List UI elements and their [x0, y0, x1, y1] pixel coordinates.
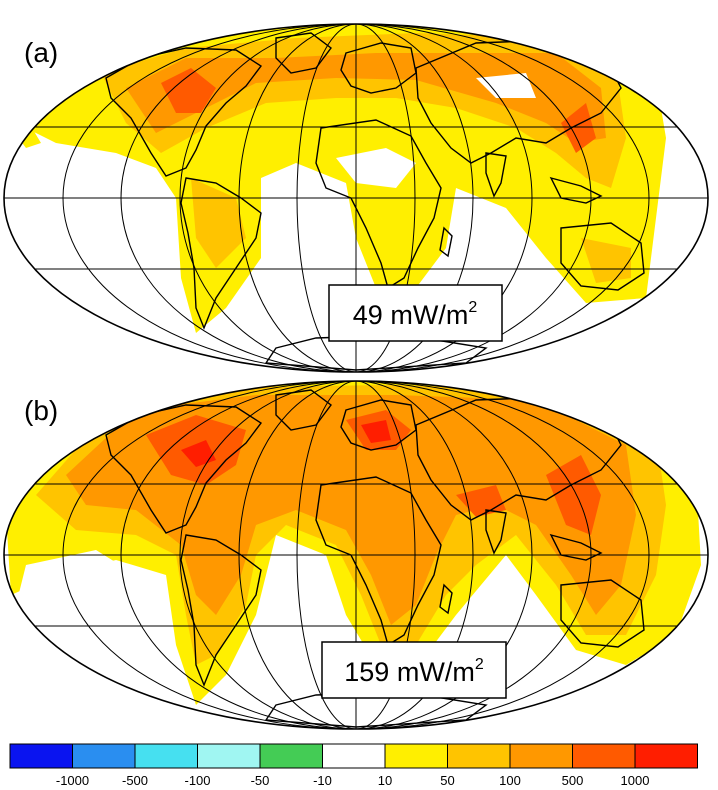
- colorbar-tick-label: -10: [313, 773, 332, 788]
- colorbar-tick-label: 10: [378, 773, 392, 788]
- panel-label-a: (a): [24, 37, 58, 68]
- value-unit-b: mW/m: [397, 657, 475, 687]
- colorbar-swatch: [322, 743, 386, 769]
- map-outline-b: [3, 380, 709, 730]
- value-label-b: 159 mW/m2: [344, 656, 484, 687]
- value-box-a: 49 mW/m2: [328, 284, 503, 342]
- value-unit-exp-a: 2: [468, 299, 477, 316]
- field-a: [4, 24, 708, 372]
- colorbar-tick-label: -500: [122, 773, 148, 788]
- colorbar-swatch: [72, 743, 136, 769]
- value-unit-a: mW/m: [390, 300, 468, 330]
- colorbar-swatch: [134, 743, 198, 769]
- map-panel-a: (a) 49 mW/m2: [3, 23, 709, 373]
- colorbar-tick-label: 100: [499, 773, 521, 788]
- map-panel-b: (b) 159 mW/m2: [3, 380, 709, 730]
- colorbar-tick-label: 500: [562, 773, 584, 788]
- panel-label-b: (b): [24, 395, 58, 426]
- value-number-a: 49: [353, 300, 383, 330]
- colorbar-tick-label: -1000: [56, 773, 89, 788]
- field-b: [4, 381, 708, 729]
- colorbar-swatch: [259, 743, 323, 769]
- colorbar-tick-label: 50: [440, 773, 454, 788]
- colorbar-swatches: [9, 743, 698, 769]
- colorbar-tick-label: -50: [251, 773, 270, 788]
- colorbar-swatch: [9, 743, 73, 769]
- colorbar-swatch: [197, 743, 261, 769]
- colorbar-tick-label: 1000: [621, 773, 650, 788]
- colorbar-swatch: [509, 743, 573, 769]
- colorbar-tick-label: -100: [184, 773, 210, 788]
- colorbar-ticks: -1000 -500 -100 -50 -10 10 50 100 500 1000: [56, 773, 650, 788]
- colorbar-swatch: [634, 743, 698, 769]
- value-unit-exp-b: 2: [475, 656, 484, 673]
- colorbar-swatch: [447, 743, 511, 769]
- map-outline-a: [3, 23, 709, 373]
- value-label-a: 49 mW/m2: [353, 299, 478, 330]
- value-number-b: 159: [344, 657, 389, 687]
- colorbar: -1000 -500 -100 -50 -10 10 50 100 500 1000: [9, 743, 698, 788]
- colorbar-swatch: [384, 743, 448, 769]
- colorbar-swatch: [572, 743, 636, 769]
- value-box-b: 159 mW/m2: [321, 641, 507, 699]
